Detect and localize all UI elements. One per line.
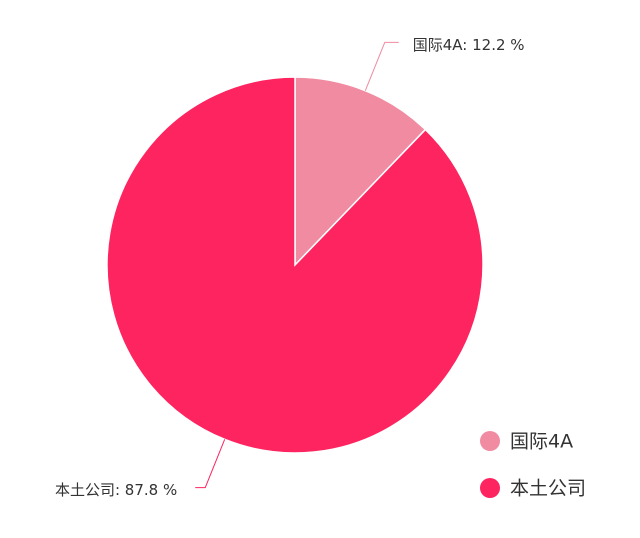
data-label: 本土公司: 87.8 % [55,481,177,499]
pie-slice [294,76,427,267]
legend-marker [480,478,500,498]
label-line [364,41,399,91]
legend-label: 国际4A [510,431,573,453]
legend-label: 本土公司 [510,478,586,500]
pie-slice [106,76,484,454]
legend-marker [480,431,500,451]
label-line [195,439,226,489]
data-label: 国际4A: 12.2 % [413,36,525,54]
